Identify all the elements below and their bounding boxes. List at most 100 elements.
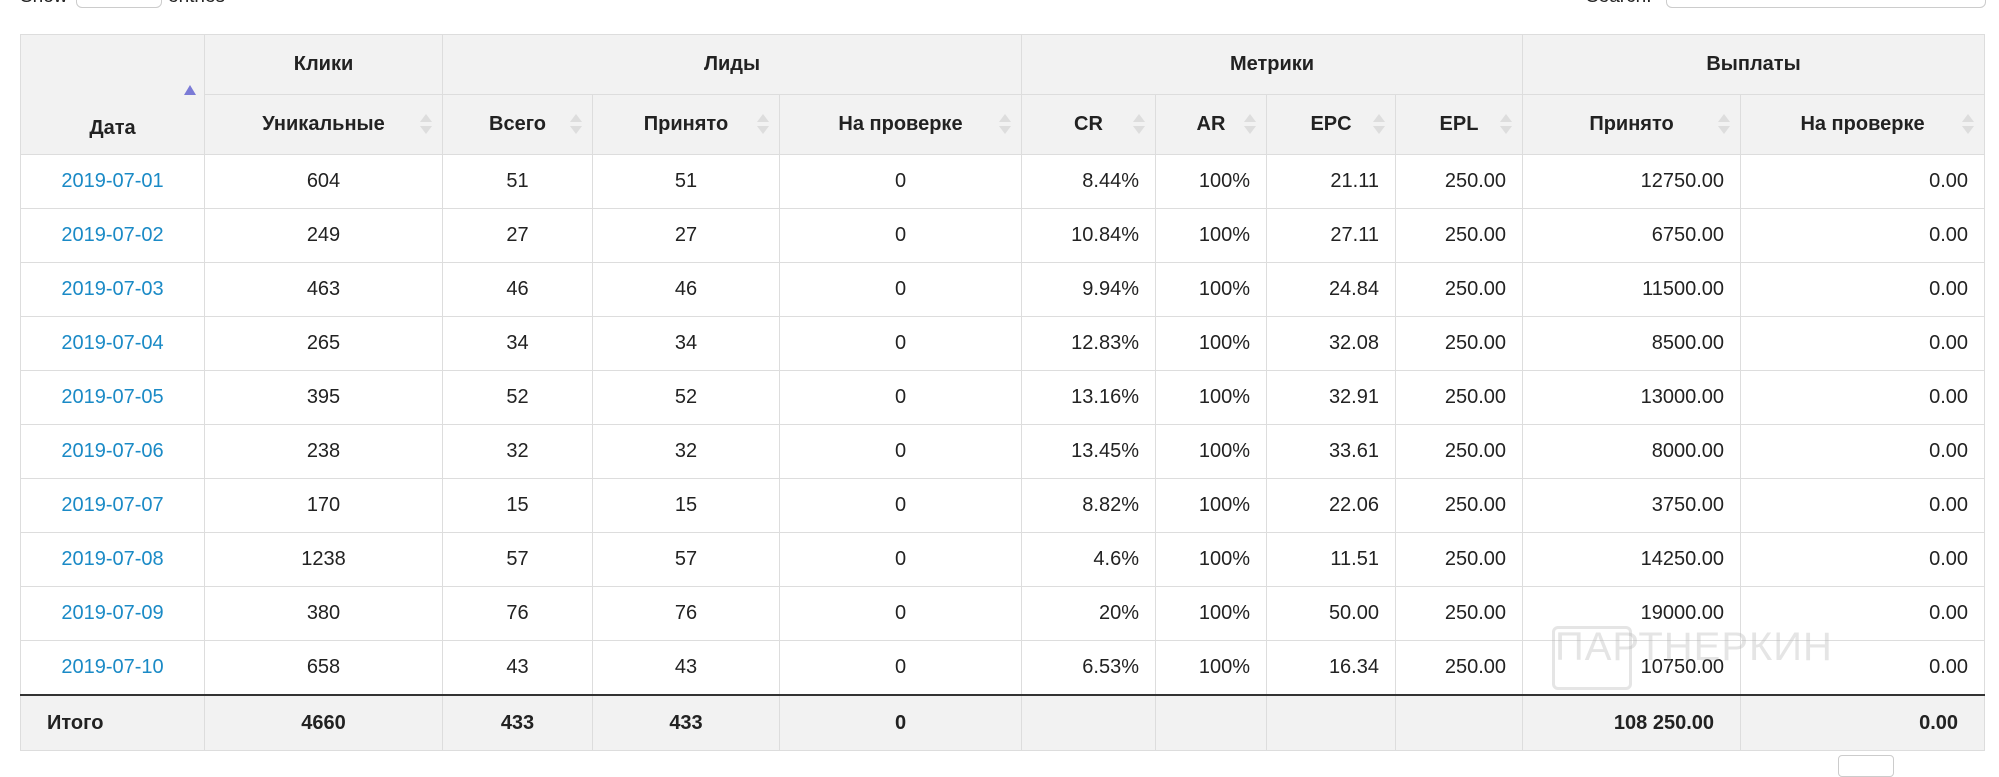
cell: 250.00 <box>1394 262 1524 317</box>
total-cell: 433 <box>442 694 593 751</box>
cell: 0.00 <box>1740 370 1986 425</box>
column-header[interactable]: Принято <box>592 94 780 155</box>
column-header[interactable]: EPL <box>1394 94 1524 155</box>
cell: 250.00 <box>1394 478 1524 533</box>
cell: 32.08 <box>1266 316 1396 371</box>
cell: 13.16% <box>1021 370 1156 425</box>
cell: 0 <box>779 586 1022 641</box>
total-cell: 108 250.00 <box>1522 694 1742 751</box>
search-input[interactable] <box>1666 0 1986 8</box>
cell: 0.00 <box>1740 424 1986 479</box>
cell: 34 <box>442 316 593 371</box>
total-cell: 4660 <box>204 694 443 751</box>
column-label: Дата <box>89 117 136 139</box>
sort-icon <box>1718 114 1728 134</box>
search-label: Search: <box>1586 0 1651 8</box>
cell: 2019-07-08 <box>20 532 205 587</box>
cell: 27 <box>592 208 780 263</box>
cell: 0.00 <box>1740 532 1986 587</box>
cell: 100% <box>1155 586 1267 641</box>
date-link[interactable]: 2019-07-07 <box>61 494 164 516</box>
cell: 43 <box>592 640 780 696</box>
cell: 250.00 <box>1394 370 1524 425</box>
column-header[interactable]: На проверке <box>1740 94 1986 155</box>
cell: 0.00 <box>1740 640 1986 696</box>
data-row: 2019-07-06 238 32 32 0 13.45% 100% 33.61 250.00 8… <box>20 424 1986 479</box>
cell: 13000.00 <box>1522 370 1742 425</box>
cell: 52 <box>592 370 780 425</box>
date-link[interactable]: 2019-07-01 <box>61 170 164 192</box>
column-label: Уникальные <box>262 113 385 135</box>
cell: 9.94% <box>1021 262 1156 317</box>
cell: 57 <box>442 532 593 587</box>
header-group-row: Дата Клики Лиды Метрики Выплаты <box>20 34 1986 155</box>
cell: 8.44% <box>1021 154 1156 209</box>
cell: 2019-07-04 <box>20 316 205 371</box>
cell: 50.00 <box>1266 586 1396 641</box>
column-header[interactable]: CR <box>1021 94 1156 155</box>
date-link[interactable]: 2019-07-10 <box>61 656 164 678</box>
pagination[interactable] <box>1838 755 1894 777</box>
cell: 11.51 <box>1266 532 1396 587</box>
data-row: 2019-07-03 463 46 46 0 9.94% 100% 24.84 250.00 11… <box>20 262 1986 317</box>
data-row: 2019-07-08 1238 57 57 0 4.6% 100% 11.51 250.00 14… <box>20 532 1986 587</box>
sort-icon <box>1962 114 1972 134</box>
cell: 0.00 <box>1740 586 1986 641</box>
cell: 250.00 <box>1394 154 1524 209</box>
cell: 34 <box>592 316 780 371</box>
column-label: AR <box>1196 113 1226 135</box>
cell: 238 <box>204 424 443 479</box>
entries-select[interactable] <box>76 0 162 8</box>
sort-asc-icon <box>184 85 196 95</box>
cell: 6750.00 <box>1522 208 1742 263</box>
sort-icon <box>1133 114 1143 134</box>
sort-icon <box>1500 114 1510 134</box>
cell: 46 <box>592 262 780 317</box>
cell: 100% <box>1155 262 1267 317</box>
column-header[interactable]: Уникальные <box>204 94 443 155</box>
header-group: Лиды <box>442 34 1022 95</box>
date-link[interactable]: 2019-07-08 <box>61 548 164 570</box>
cell: 0 <box>779 316 1022 371</box>
cell: 0 <box>779 154 1022 209</box>
cell: 13.45% <box>1021 424 1156 479</box>
date-link[interactable]: 2019-07-06 <box>61 440 164 462</box>
total-cell: 433 <box>592 694 780 751</box>
cell: 24.84 <box>1266 262 1396 317</box>
date-link[interactable]: 2019-07-02 <box>61 224 164 246</box>
cell: 100% <box>1155 316 1267 371</box>
cell: 43 <box>442 640 593 696</box>
header-group: Выплаты <box>1522 34 1986 95</box>
cell: 380 <box>204 586 443 641</box>
cell: 76 <box>592 586 780 641</box>
column-header[interactable]: Принято <box>1522 94 1742 155</box>
cell: 0 <box>779 370 1022 425</box>
total-cell <box>1266 694 1396 751</box>
column-header[interactable]: На проверке <box>779 94 1022 155</box>
cell: 250.00 <box>1394 424 1524 479</box>
cell: 2019-07-10 <box>20 640 205 696</box>
cell: 14250.00 <box>1522 532 1742 587</box>
date-link[interactable]: 2019-07-04 <box>61 332 164 354</box>
column-header[interactable]: EPC <box>1266 94 1396 155</box>
cell: 2019-07-01 <box>20 154 205 209</box>
cell: 0.00 <box>1740 478 1986 533</box>
cell: 21.11 <box>1266 154 1396 209</box>
cell: 265 <box>204 316 443 371</box>
cell: 57 <box>592 532 780 587</box>
column-header[interactable]: AR <box>1155 94 1267 155</box>
sort-icon <box>999 114 1009 134</box>
data-row: 2019-07-05 395 52 52 0 13.16% 100% 32.91 250.00 1… <box>20 370 1986 425</box>
cell: 51 <box>592 154 780 209</box>
column-label: CR <box>1074 113 1103 135</box>
sort-icon <box>420 114 430 134</box>
date-link[interactable]: 2019-07-03 <box>61 278 164 300</box>
cell: 0 <box>779 532 1022 587</box>
total-cell: 0.00 <box>1740 694 1986 751</box>
column-header[interactable]: Дата <box>20 34 205 155</box>
cell: 32.91 <box>1266 370 1396 425</box>
date-link[interactable]: 2019-07-05 <box>61 386 164 408</box>
column-header[interactable]: Всего <box>442 94 593 155</box>
cell: 15 <box>442 478 593 533</box>
date-link[interactable]: 2019-07-09 <box>61 602 164 624</box>
